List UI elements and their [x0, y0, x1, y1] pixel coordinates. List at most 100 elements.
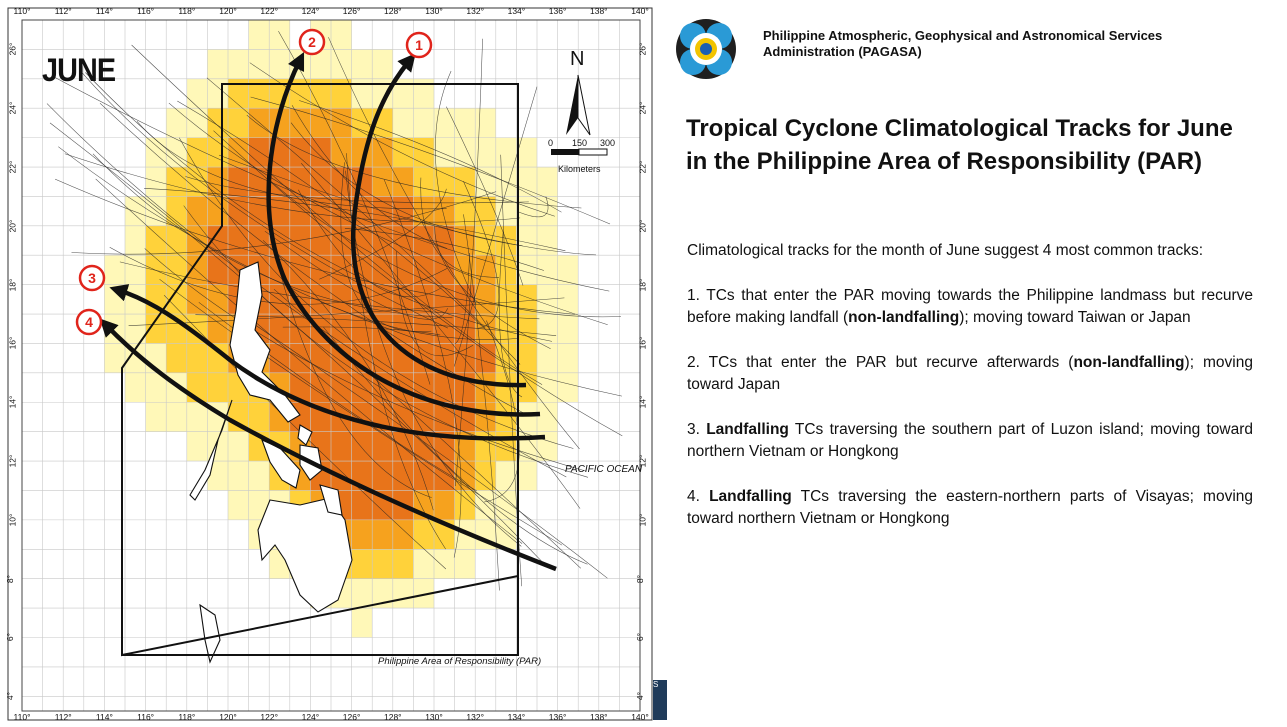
frequency-cell	[392, 225, 414, 256]
latitude-label: 16°	[637, 337, 648, 350]
individual-track	[71, 191, 497, 255]
frequency-cell	[104, 343, 125, 373]
individual-track	[463, 181, 500, 329]
island-outline	[189, 399, 233, 501]
frequency-cell	[475, 490, 496, 520]
frequency-cell	[166, 108, 187, 138]
map-frame	[7, 7, 653, 721]
frequency-cell	[289, 78, 311, 109]
individual-track	[218, 154, 597, 256]
latitude-label: 8°	[5, 574, 16, 583]
individual-track	[82, 73, 449, 329]
frequency-cell	[537, 372, 558, 403]
frequency-cell	[351, 314, 373, 344]
par-boundary-south	[122, 576, 519, 656]
latitude-label: 22°	[7, 160, 18, 174]
frequency-cell	[392, 519, 414, 550]
frequency-cell	[475, 108, 496, 138]
frequency-cell	[372, 78, 393, 109]
frequency-cell	[495, 225, 517, 256]
track-marker-4: 4	[75, 308, 103, 336]
frequency-cell	[145, 196, 167, 226]
frequency-cell	[557, 284, 579, 315]
individual-track	[95, 178, 523, 544]
frequency-cell	[351, 578, 373, 609]
frequency-cell	[475, 343, 496, 373]
frequency-cell	[413, 402, 434, 432]
individual-track	[454, 252, 470, 345]
island-outline	[229, 261, 301, 423]
longitude-label: 128°	[384, 712, 402, 722]
frequency-cell	[434, 284, 455, 315]
frequency-cell	[289, 196, 311, 226]
frequency-cell	[372, 549, 393, 579]
latitude-label: 18°	[7, 278, 18, 292]
track-marker-circle	[298, 28, 326, 56]
frequency-cell	[454, 225, 476, 256]
frequency-cell	[310, 78, 331, 109]
frequency-cell	[125, 196, 146, 226]
frequency-cell	[248, 49, 270, 79]
frequency-cell	[516, 402, 537, 432]
individual-track	[278, 30, 431, 385]
track-marker-label: 2	[308, 34, 316, 50]
major-track-3	[109, 284, 546, 441]
scale-max: 300	[600, 138, 616, 148]
frequency-cell	[475, 314, 496, 344]
frequency-cell	[228, 196, 249, 226]
frequency-cell	[207, 343, 228, 373]
frequency-cell	[228, 490, 249, 520]
island-outline	[199, 603, 221, 664]
track-marker-circle	[75, 308, 103, 336]
corner-block: S	[653, 680, 667, 720]
frequency-cell	[351, 431, 373, 462]
frequency-cell	[537, 167, 558, 197]
frequency-cell	[454, 137, 476, 168]
longitude-label: 140°	[631, 6, 649, 16]
frequency-cell	[537, 402, 558, 432]
individual-track	[179, 137, 574, 449]
frequency-cell	[454, 196, 476, 226]
frequency-cell	[454, 461, 476, 491]
frequency-cell	[454, 314, 476, 344]
individual-track	[185, 176, 529, 204]
longitude-label: 118°	[178, 6, 196, 16]
frequency-cell	[516, 461, 537, 491]
frequency-cell	[269, 284, 290, 315]
individual-track	[250, 96, 611, 225]
frequency-cell	[475, 196, 496, 226]
frequency-cell	[413, 578, 434, 609]
individual-track	[52, 76, 610, 292]
frequency-cell	[434, 196, 455, 226]
frequency-cell	[166, 196, 187, 226]
frequency-cell	[557, 255, 579, 285]
frequency-cell	[413, 108, 434, 138]
frequency-cell	[228, 431, 249, 462]
latitude-label: 18°	[637, 278, 648, 292]
frequency-cell	[166, 284, 187, 315]
individual-track	[434, 225, 551, 349]
longitude-label: 130°	[425, 6, 443, 16]
frequency-cell	[207, 372, 228, 403]
individual-track	[455, 38, 483, 487]
individual-track	[274, 251, 432, 498]
frequency-cell	[537, 196, 558, 226]
track-marker-label: 3	[88, 270, 96, 286]
frequency-cell	[434, 431, 455, 462]
frequency-cell	[454, 167, 476, 197]
frequency-cell	[186, 196, 208, 226]
frequency-cell	[125, 255, 146, 285]
frequency-cell	[145, 284, 167, 315]
frequency-cell	[166, 225, 187, 256]
frequency-cell	[186, 431, 208, 462]
major-track-4	[99, 318, 557, 572]
north-arrow-label: N	[570, 48, 585, 70]
longitude-label: 124°	[301, 712, 320, 722]
individual-track	[131, 44, 543, 385]
frequency-cell	[495, 255, 517, 285]
frequency-cell	[331, 108, 352, 138]
island-outline	[297, 424, 313, 446]
frequency-cell	[248, 137, 270, 168]
frequency-cell	[372, 343, 393, 373]
month-label: JUNE	[42, 52, 116, 88]
